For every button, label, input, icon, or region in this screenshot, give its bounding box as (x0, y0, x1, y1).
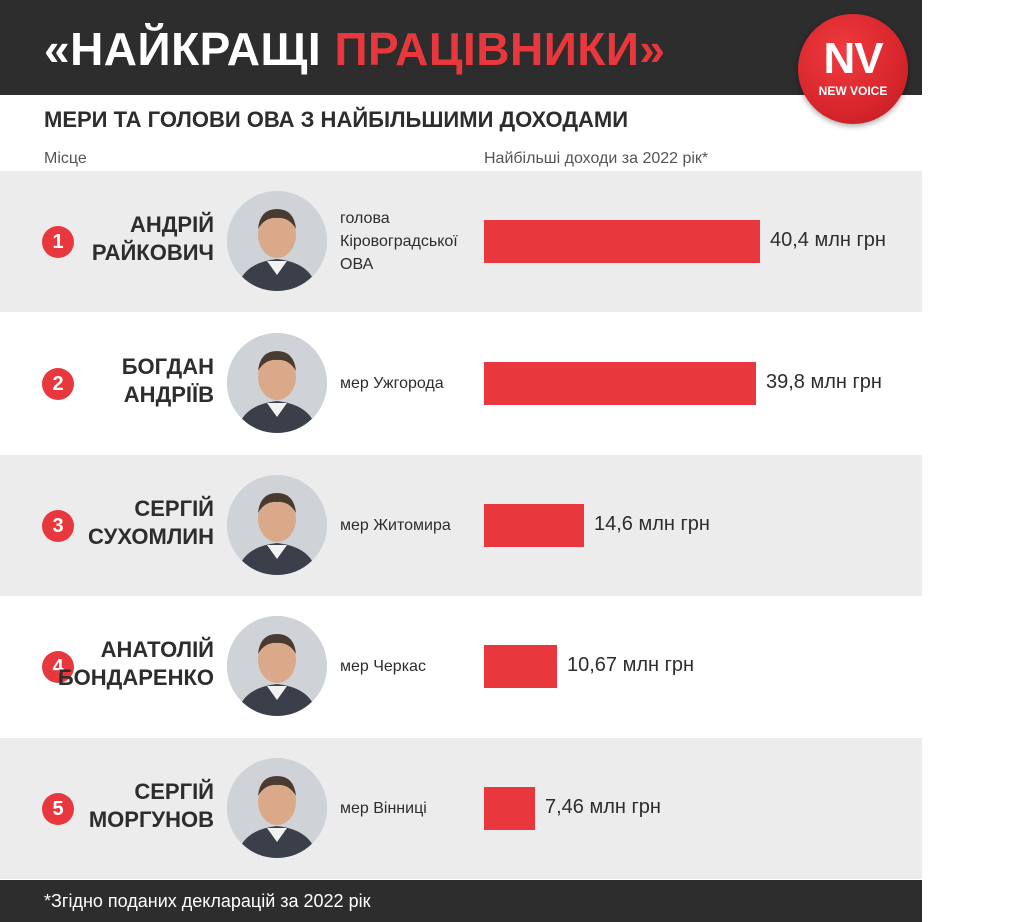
income-bar (484, 220, 760, 263)
income-bar (484, 504, 584, 547)
person-first-name: АНАТОЛІЙ (100, 637, 214, 662)
person-role: мер Черкас (340, 655, 480, 678)
income-value-label: 7,46 млн грн (545, 796, 661, 818)
person-photo (227, 758, 327, 858)
column-header-place: Місце (44, 150, 87, 167)
person-last-name: РАЙКОВИЧ (91, 240, 214, 265)
person-role-line: мер Вінниці (340, 800, 427, 817)
person-first-name: АНДРІЙ (129, 212, 214, 237)
income-value-label: 39,8 млн грн (766, 371, 882, 393)
person-first-name: СЕРГІЙ (134, 779, 214, 804)
person-last-name: МОРГУНОВ (88, 807, 214, 832)
person-role-line: голова (340, 210, 390, 227)
list-item: 1 АНДРІЙ РАЙКОВИЧ голова Кіровоградської ОВА 4… (0, 171, 922, 312)
list-item: 4 АНАТОЛІЙ БОНДАРЕНКО мер Черкас 10,67 млн г… (0, 596, 922, 737)
column-header-income: Найбільші доходи за 2022 рік* (484, 150, 709, 167)
footer-bar: *Згідно поданих декларацій за 2022 рік (0, 880, 922, 922)
person-last-name: БОНДАРЕНКО (57, 665, 214, 690)
person-role: мер Вінниці (340, 797, 480, 820)
person-name: АНДРІЙ РАЙКОВИЧ (34, 211, 214, 267)
logo-sub-text: NEW VOICE (818, 84, 888, 98)
person-first-name: БОГДАН (121, 354, 214, 379)
person-role: голова Кіровоградської ОВА (340, 207, 480, 276)
chart-subtitle: МЕРИ ТА ГОЛОВИ ОВА З НАЙБІЛЬШИМИ ДОХОДАМ… (44, 107, 629, 132)
rank-badge: 5 (42, 793, 74, 825)
income-value-label: 40,4 млн грн (770, 229, 886, 251)
nv-logo: NV NEW VOICE (798, 14, 908, 124)
person-role-line: мер Ужгорода (340, 375, 444, 392)
header-banner: «НАЙКРАЩІ ПРАЦІВНИКИ» (0, 0, 922, 95)
list-item: 5 СЕРГІЙ МОРГУНОВ мер Вінниці 7,46 млн грн (0, 738, 922, 879)
person-role-line: ОВА (340, 256, 374, 273)
income-bar (484, 645, 557, 688)
person-last-name: СУХОМЛИН (88, 524, 214, 549)
income-bar (484, 362, 756, 405)
title-prefix: «НАЙКРАЩІ (44, 23, 335, 75)
person-name: СЕРГІЙ СУХОМЛИН (34, 495, 214, 551)
list-item: 3 СЕРГІЙ СУХОМЛИН мер Житомира 14,6 млн грн (0, 455, 922, 596)
person-photo (227, 475, 327, 575)
income-value-label: 14,6 млн грн (594, 513, 710, 535)
person-role-line: Кіровоградської (340, 233, 458, 250)
person-role: мер Житомира (340, 514, 480, 537)
person-name: СЕРГІЙ МОРГУНОВ (34, 778, 214, 834)
income-bar (484, 787, 535, 830)
person-role-line: мер Житомира (340, 517, 451, 534)
list-item: 2 БОГДАН АНДРІЇВ мер Ужгорода 39,8 млн грн (0, 313, 922, 454)
person-role: мер Ужгорода (340, 372, 480, 395)
person-role-line: мер Черкас (340, 658, 426, 675)
rank-badge: 4 (42, 651, 74, 683)
person-name: БОГДАН АНДРІЇВ (34, 353, 214, 409)
title-accent: ПРАЦІВНИКИ» (334, 23, 666, 75)
rank-badge: 1 (42, 226, 74, 258)
rank-badge: 2 (42, 368, 74, 400)
footer-note: *Згідно поданих декларацій за 2022 рік (44, 891, 371, 911)
person-last-name: АНДРІЇВ (123, 382, 214, 407)
person-photo (227, 191, 327, 291)
rank-badge: 3 (42, 510, 74, 542)
person-photo (227, 616, 327, 716)
person-first-name: СЕРГІЙ (134, 496, 214, 521)
logo-main-text: NV (823, 34, 883, 83)
page-title: «НАЙКРАЩІ ПРАЦІВНИКИ» (44, 22, 666, 76)
person-name: АНАТОЛІЙ БОНДАРЕНКО (34, 636, 214, 692)
income-value-label: 10,67 млн грн (567, 654, 695, 676)
person-photo (227, 333, 327, 433)
